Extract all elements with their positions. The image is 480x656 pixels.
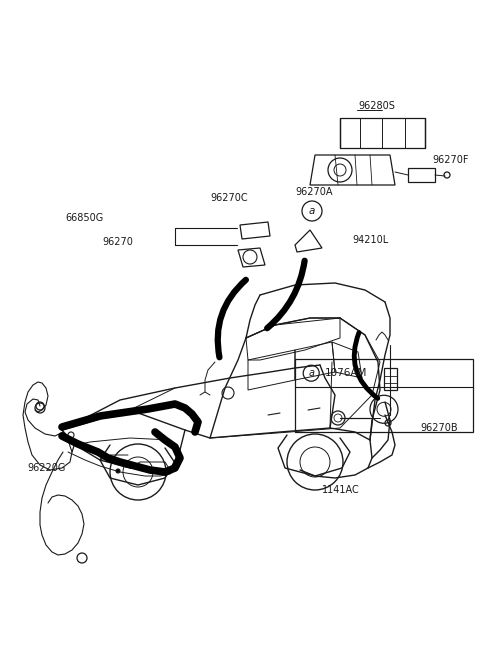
Text: 96270F: 96270F: [432, 155, 468, 165]
Bar: [295, 359, 473, 432]
Text: 96280S: 96280S: [358, 101, 395, 111]
Text: 96270: 96270: [102, 237, 133, 247]
Circle shape: [116, 469, 120, 473]
Text: a: a: [309, 206, 315, 216]
Text: 1076AM: 1076AM: [325, 368, 368, 379]
Text: 96270B: 96270B: [420, 423, 457, 433]
Text: a: a: [308, 368, 314, 379]
Text: 94210L: 94210L: [352, 235, 388, 245]
Text: 96220G: 96220G: [27, 463, 65, 473]
Text: 96270C: 96270C: [210, 193, 248, 203]
Text: 66850G: 66850G: [65, 213, 103, 223]
Text: 1141AC: 1141AC: [322, 485, 360, 495]
Text: 96270A: 96270A: [295, 187, 333, 197]
